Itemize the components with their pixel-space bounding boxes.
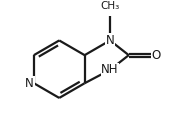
Text: NH: NH [101,63,119,76]
Text: N: N [106,34,114,47]
Text: O: O [152,49,161,62]
Text: CH₃: CH₃ [100,1,120,11]
Text: N: N [25,77,34,90]
